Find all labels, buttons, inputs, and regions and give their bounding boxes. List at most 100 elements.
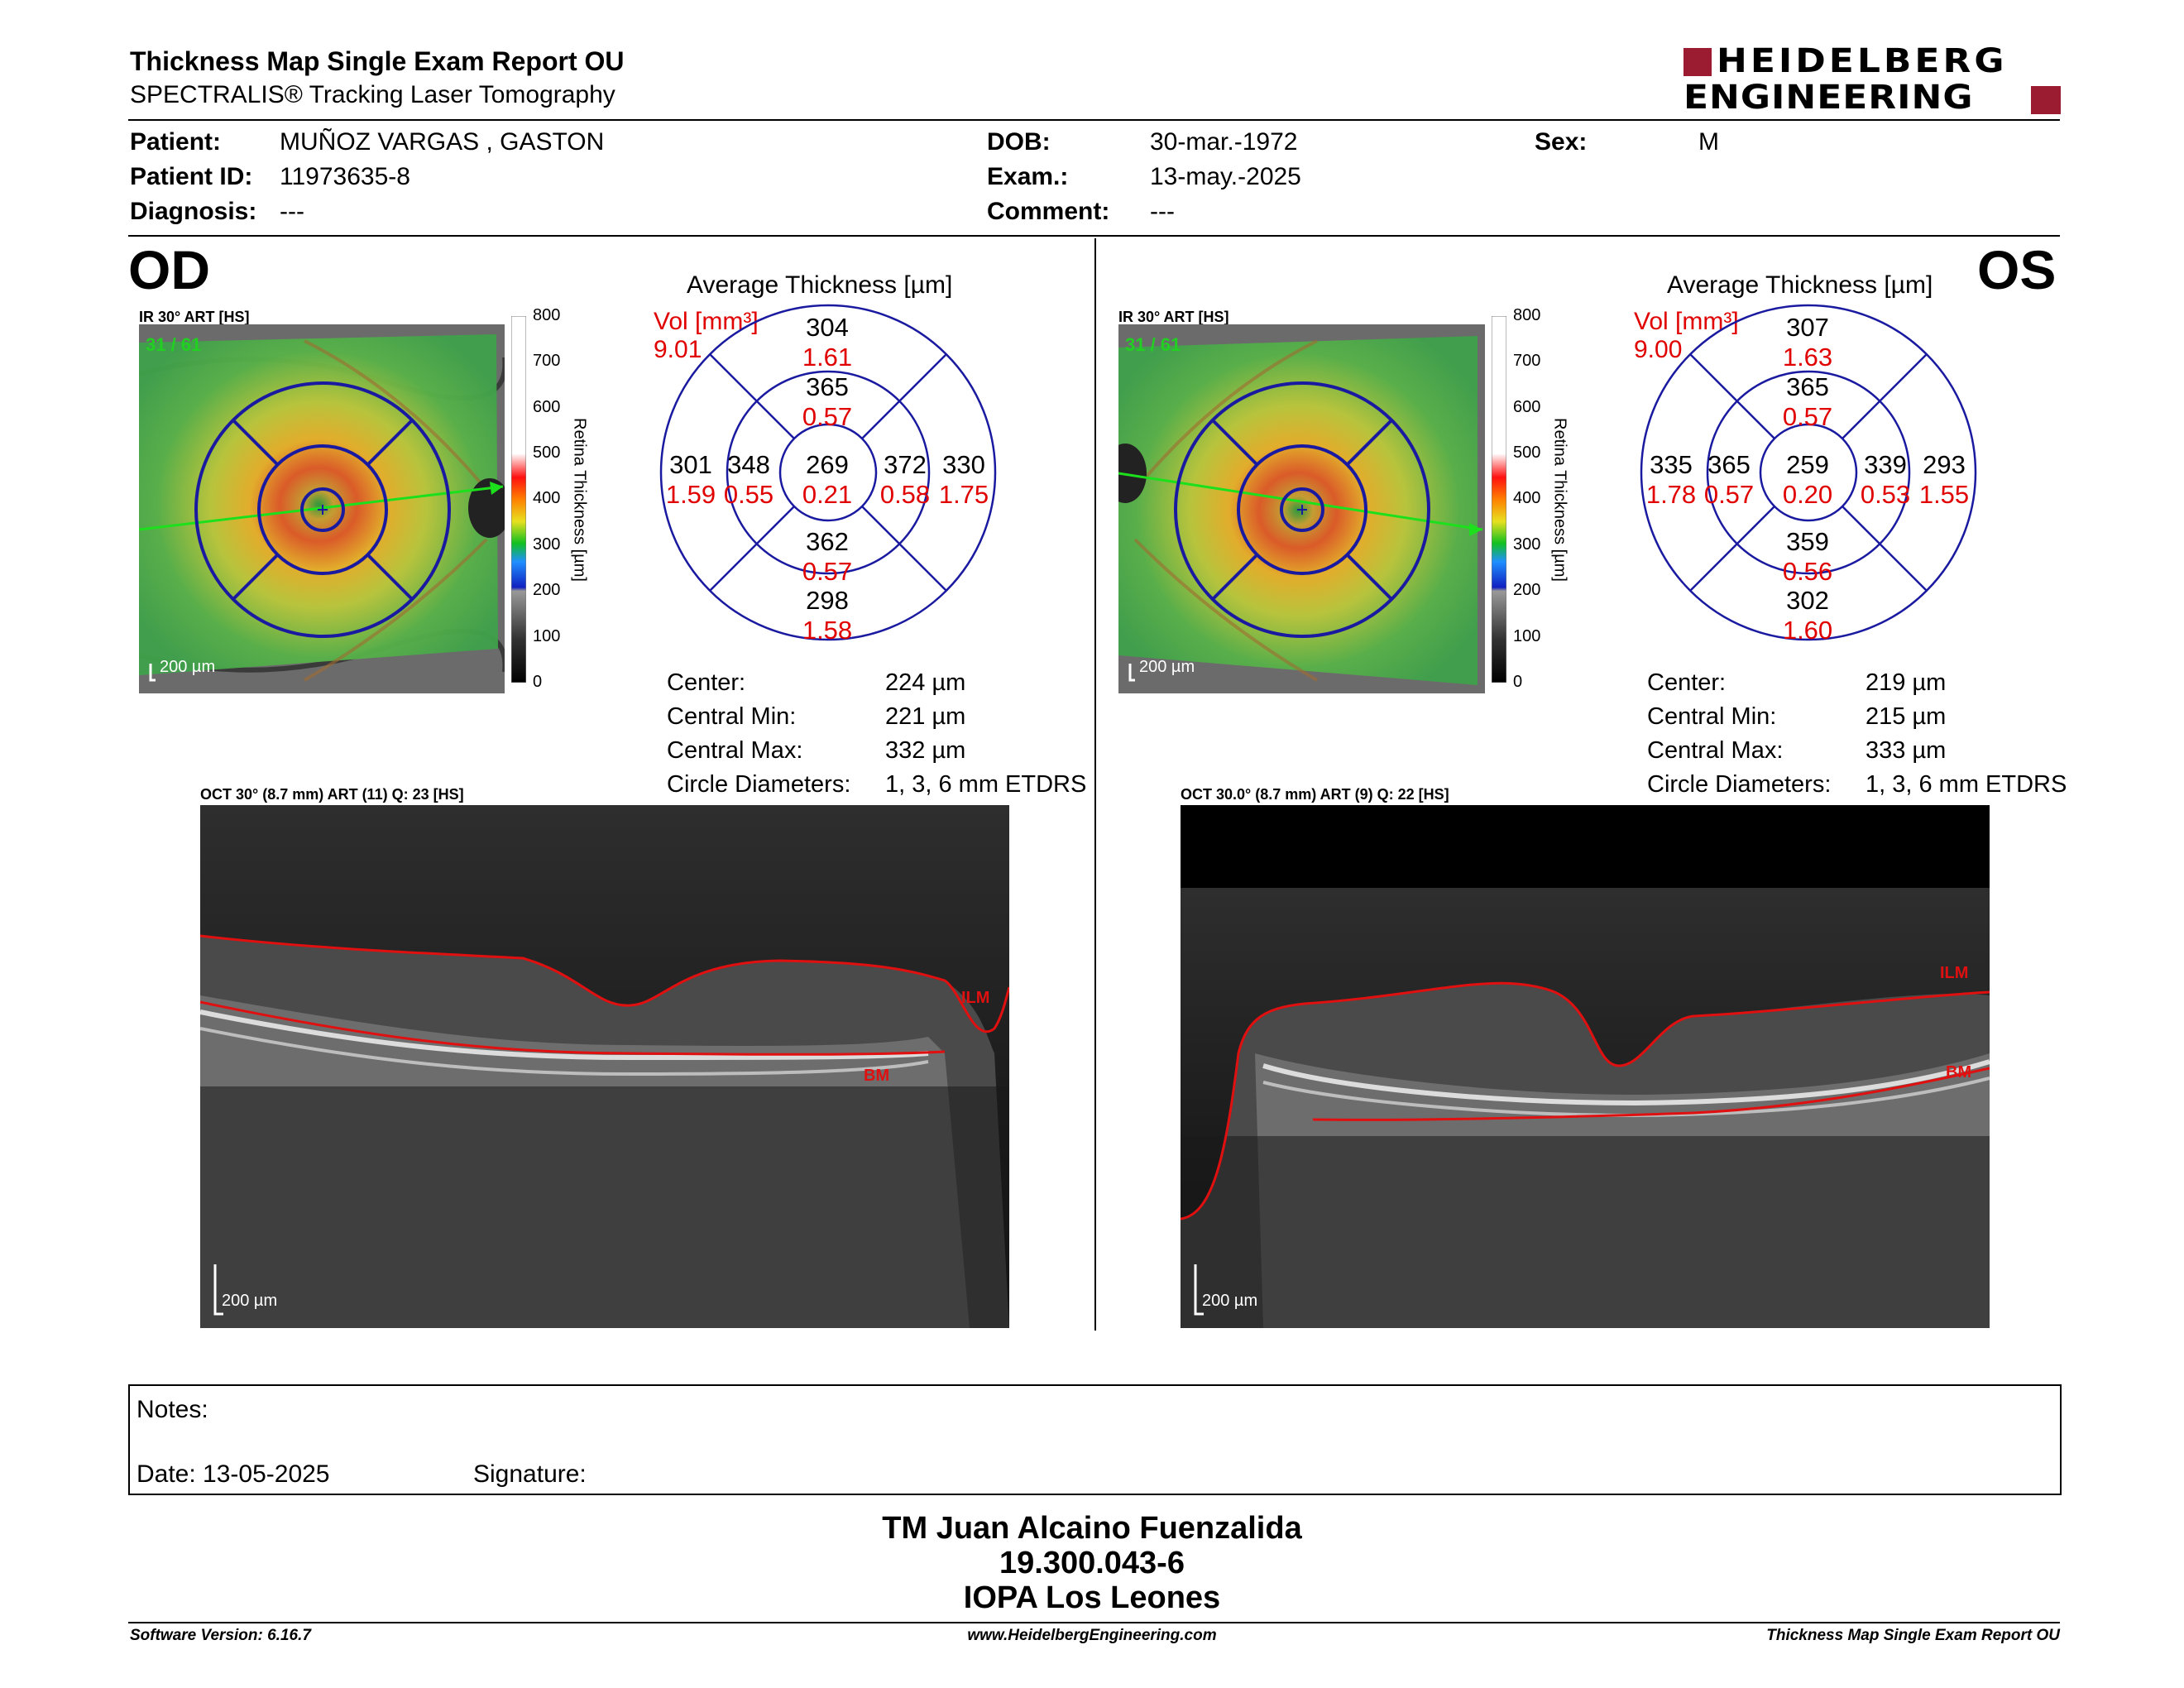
- logo-heidelberg: HEIDELBERG: [1717, 41, 2008, 80]
- od-oct-scan: ILM BM 200 µm: [200, 805, 1009, 1328]
- report-subtitle: SPECTRALIS® Tracking Laser Tomography: [130, 81, 615, 108]
- os-center-volume: 0.20: [1782, 480, 1833, 509]
- os-cb-tick: 400: [1513, 489, 1541, 507]
- od-stat-value: 1, 3, 6 mm ETDRS: [885, 771, 1087, 798]
- os-cb-tick: 300: [1513, 535, 1541, 554]
- header-divider: [128, 119, 2060, 121]
- os-label: OS: [1977, 239, 2057, 300]
- patient-id-value: 11973635-8: [280, 163, 410, 190]
- diagnosis-label: Diagnosis:: [130, 198, 257, 225]
- footer-report-name: Thickness Map Single Exam Report OU: [1766, 1627, 2060, 1644]
- od-vol-value: 9.01: [654, 336, 702, 363]
- od-ir-scale: 200 µm: [160, 658, 216, 676]
- os-outer-top-thickness: 307: [1786, 313, 1829, 342]
- sex-label: Sex:: [1535, 128, 1588, 156]
- os-inner-right-volume: 0.53: [1860, 480, 1911, 509]
- os-stat-label: Circle Diameters:: [1647, 771, 1832, 798]
- notes-signature: Signature:: [473, 1460, 587, 1488]
- od-cb-tick: 300: [533, 535, 561, 554]
- os-outer-left-volume: 1.78: [1645, 480, 1697, 509]
- od-stat-label: Central Min:: [667, 703, 797, 730]
- od-stat-label: Central Max:: [667, 737, 803, 764]
- notes-label: Notes:: [136, 1396, 208, 1423]
- od-outer-left-volume: 1.59: [665, 480, 716, 509]
- od-cb-tick: 200: [533, 581, 561, 599]
- od-cb-tick: 700: [533, 352, 561, 370]
- patient-value: MUÑOZ VARGAS , GASTON: [280, 128, 605, 156]
- os-fundus-image: 31 / 61 200 µm: [1118, 324, 1485, 693]
- os-oct-scan: ILM BM 200 µm: [1181, 805, 1990, 1328]
- od-outer-left-thickness: 301: [669, 450, 712, 479]
- os-oct-scale: 200 µm: [1202, 1292, 1258, 1310]
- patient-label: Patient:: [130, 128, 222, 156]
- os-outer-right-thickness: 293: [1923, 450, 1966, 479]
- os-inner-top-volume: 0.57: [1782, 402, 1833, 431]
- os-outer-right-volume: 1.55: [1918, 480, 1970, 509]
- os-cb-tick: 700: [1513, 352, 1541, 370]
- signer-name: TM Juan Alcaino Fuenzalida: [882, 1511, 1302, 1546]
- report-title: Thickness Map Single Exam Report OU: [130, 46, 625, 76]
- os-cb-tick: 100: [1513, 627, 1541, 645]
- os-ir-quality: 31 / 61: [1125, 334, 1181, 355]
- comment-value: ---: [1150, 198, 1175, 225]
- software-version: Software Version: 6.16.7: [130, 1627, 311, 1644]
- od-colorbar: [510, 315, 527, 683]
- os-cb-tick: 200: [1513, 581, 1541, 599]
- od-cb-tick: 100: [533, 627, 561, 645]
- eye-divider: [1094, 238, 1096, 1331]
- od-center-volume: 0.21: [802, 480, 853, 509]
- od-inner-left-volume: 0.55: [723, 480, 774, 509]
- patient-id-label: Patient ID:: [130, 163, 253, 190]
- od-inner-top-thickness: 365: [806, 372, 849, 401]
- os-stat-value: 219 µm: [1866, 669, 1947, 696]
- logo-square-bottom: [2031, 86, 2061, 114]
- os-oct-label: OCT 30.0° (8.7 mm) ART (9) Q: 22 [HS]: [1181, 786, 1449, 803]
- od-inner-left-thickness: 348: [727, 450, 770, 479]
- od-bm-label: BM: [864, 1067, 890, 1085]
- od-ir-quality: 31 / 61: [146, 334, 202, 355]
- os-inner-right-thickness: 339: [1864, 450, 1907, 479]
- od-ilm-label: ILM: [961, 989, 990, 1007]
- od-colorbar-title: Retina Thickness [µm]: [570, 418, 589, 582]
- os-stat-value: 215 µm: [1866, 703, 1947, 730]
- diagnosis-value: ---: [280, 198, 304, 225]
- od-stat-label: Circle Diameters:: [667, 771, 851, 798]
- os-stat-label: Central Min:: [1647, 703, 1777, 730]
- os-inner-left-volume: 0.57: [1703, 480, 1755, 509]
- od-outer-right-volume: 1.75: [938, 480, 989, 509]
- os-inner-bottom-thickness: 359: [1786, 527, 1829, 556]
- os-colorbar-title: Retina Thickness [µm]: [1550, 418, 1569, 582]
- signer-place: IOPA Los Leones: [963, 1580, 1221, 1615]
- os-stat-label: Center:: [1647, 669, 1727, 696]
- od-outer-top-thickness: 304: [806, 313, 849, 342]
- exam-value: 13-may.-2025: [1150, 163, 1301, 190]
- od-outer-right-thickness: 330: [942, 450, 985, 479]
- os-etdrs-grid: [1640, 304, 1977, 641]
- os-stat-label: Central Max:: [1647, 737, 1784, 764]
- od-outer-bottom-thickness: 298: [806, 586, 849, 615]
- os-ilm-label: ILM: [1940, 964, 1969, 982]
- os-outer-bottom-volume: 1.60: [1782, 616, 1833, 645]
- od-stat-value: 332 µm: [885, 737, 966, 764]
- sex-value: M: [1698, 128, 1719, 156]
- os-stat-value: 1, 3, 6 mm ETDRS: [1866, 771, 2067, 798]
- os-inner-left-thickness: 365: [1707, 450, 1751, 479]
- dob-value: 30-mar.-1972: [1150, 128, 1298, 156]
- od-outer-top-volume: 1.61: [802, 343, 853, 372]
- notes-box: Notes: Date: 13-05-2025 Signature:: [128, 1384, 2062, 1495]
- os-inner-top-thickness: 365: [1786, 372, 1829, 401]
- signer-id: 19.300.043-6: [999, 1546, 1185, 1580]
- od-oct-scale: 200 µm: [222, 1292, 278, 1310]
- os-outer-top-volume: 1.63: [1782, 343, 1833, 372]
- website-link[interactable]: www.HeidelbergEngineering.com: [967, 1627, 1217, 1644]
- od-cb-tick: 400: [533, 489, 561, 507]
- os-outer-left-thickness: 335: [1650, 450, 1693, 479]
- od-label: OD: [128, 239, 210, 300]
- od-inner-bottom-volume: 0.57: [802, 557, 853, 586]
- od-avg-title: Average Thickness [µm]: [687, 271, 953, 299]
- od-fundus-image: 31 / 61 200 µm: [139, 324, 505, 693]
- os-center-thickness: 259: [1786, 450, 1829, 479]
- od-inner-right-thickness: 372: [884, 450, 927, 479]
- os-colorbar: [1491, 315, 1507, 683]
- os-stat-value: 333 µm: [1866, 737, 1947, 764]
